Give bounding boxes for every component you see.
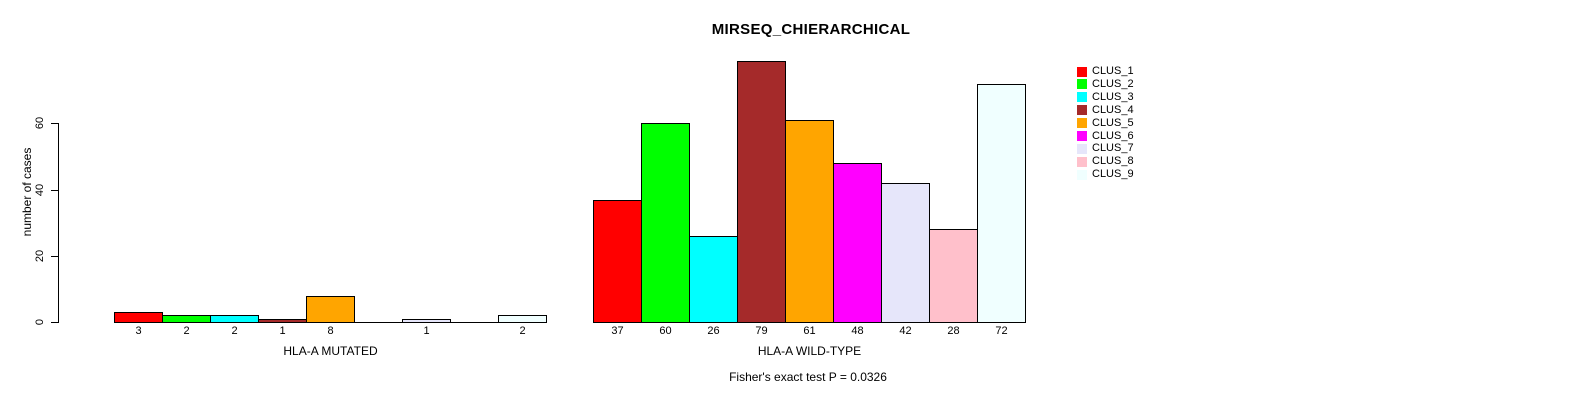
bar-clus_1: [593, 200, 642, 323]
bar-clus_7: [402, 319, 451, 323]
bar-value-label: 79: [755, 325, 768, 337]
bar-clus_2: [641, 123, 690, 323]
legend-label: CLUS_9: [1092, 168, 1134, 181]
bar-clus_6: [833, 163, 882, 323]
legend-swatch: [1077, 79, 1087, 90]
bar-value-label: 61: [803, 325, 816, 337]
legend-swatch: [1077, 118, 1087, 129]
bar-clus_7: [881, 183, 930, 323]
bar-value-label: 2: [519, 325, 526, 337]
bar-clus_5: [306, 296, 355, 323]
bar-value-label: 1: [423, 325, 430, 337]
legend-label: CLUS_8: [1092, 155, 1134, 168]
legend-swatch: [1077, 92, 1087, 103]
bar-value-label: 2: [231, 325, 238, 337]
legend-item-clus_7: CLUS_7: [1077, 142, 1134, 155]
legend-label: CLUS_7: [1092, 142, 1134, 155]
legend-item-clus_9: CLUS_9: [1077, 168, 1134, 181]
legend-label: CLUS_3: [1092, 90, 1134, 103]
legend-item-clus_8: CLUS_8: [1077, 155, 1134, 168]
chart-title: MIRSEQ_CHIERARCHICAL: [711, 21, 911, 38]
y-tick: [51, 123, 58, 124]
bar-value-label: 37: [611, 325, 624, 337]
legend-label: CLUS_4: [1092, 103, 1134, 116]
bar-clus_9: [498, 315, 547, 323]
bar-clus_4: [737, 61, 786, 323]
bar-value-label: 72: [995, 325, 1008, 337]
legend-label: CLUS_6: [1092, 129, 1134, 142]
group-label: HLA-A MUTATED: [283, 344, 378, 358]
y-tick: [51, 190, 58, 191]
y-tick: [51, 322, 58, 323]
bar-value-label: 28: [947, 325, 960, 337]
bar-value-label: 60: [659, 325, 672, 337]
group-label: HLA-A WILD-TYPE: [757, 344, 862, 358]
bar-value-label: 42: [899, 325, 912, 337]
legend-label: CLUS_1: [1092, 65, 1134, 77]
legend-swatch: [1077, 156, 1087, 167]
bar-value-label: 2: [183, 325, 190, 337]
y-axis-line: [58, 123, 59, 323]
legend-swatch: [1077, 105, 1087, 116]
legend-item-clus_2: CLUS_2: [1077, 78, 1134, 91]
legend-item-clus_5: CLUS_5: [1077, 117, 1134, 130]
bar-value-label: 1: [279, 325, 286, 337]
legend-swatch: [1077, 131, 1087, 141]
fisher-test-annotation: Fisher's exact test P = 0.0326: [729, 370, 887, 384]
y-tick: [51, 256, 58, 257]
bar-value-label: 26: [707, 325, 720, 337]
legend-item-clus_3: CLUS_3: [1077, 91, 1134, 104]
bar-value-label: 8: [327, 325, 334, 337]
legend-label: CLUS_2: [1092, 77, 1134, 90]
legend-swatch: [1077, 143, 1087, 154]
bar-clus_8: [929, 229, 978, 323]
bar-clus_9: [977, 84, 1026, 323]
bar-value-label: 3: [135, 325, 142, 337]
legend-item-clus_4: CLUS_4: [1077, 104, 1134, 117]
bar-clus_5: [785, 120, 834, 323]
bar-value-label: 48: [851, 325, 864, 337]
legend-swatch: [1077, 169, 1087, 180]
legend-label: CLUS_5: [1092, 116, 1134, 129]
legend-swatch: [1077, 66, 1087, 77]
legend-item-clus_6: CLUS_6: [1077, 130, 1134, 143]
legend-item-clus_1: CLUS_1: [1077, 65, 1134, 78]
